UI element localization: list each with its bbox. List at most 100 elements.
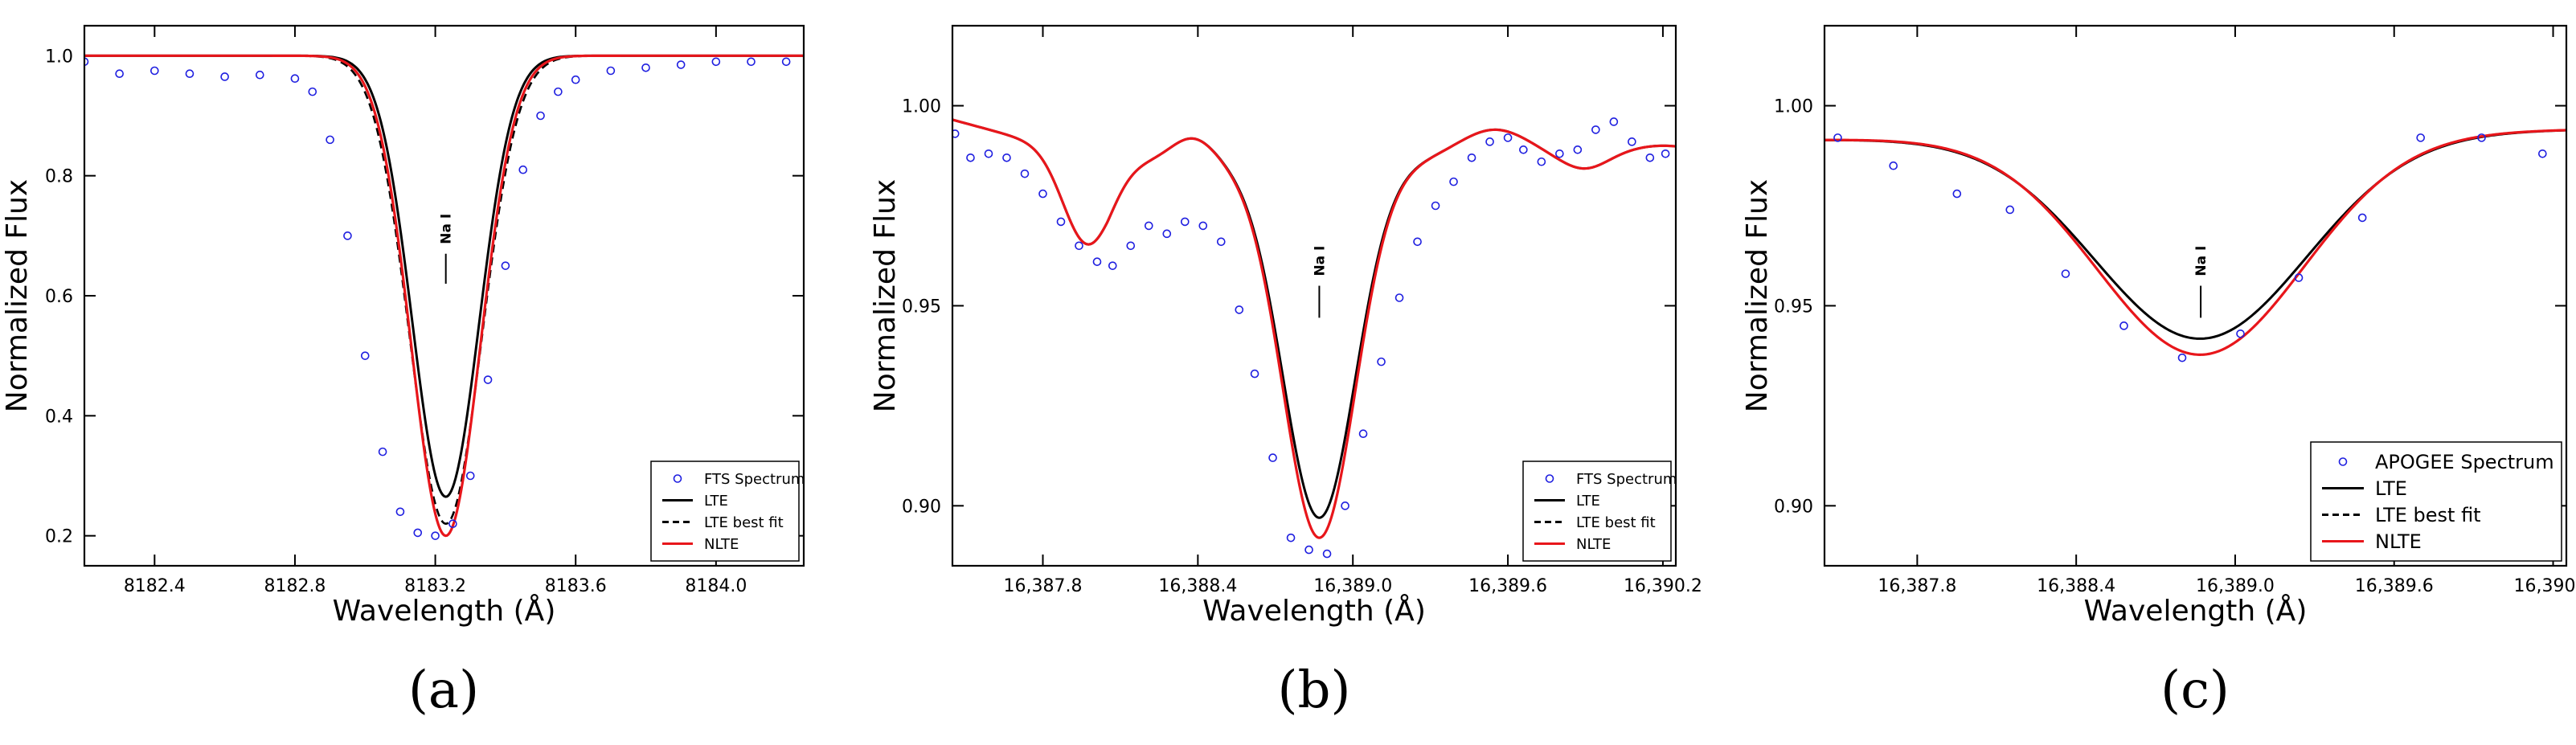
data-point — [536, 111, 545, 121]
data-point — [676, 60, 686, 69]
data-point — [1144, 221, 1153, 231]
y-tick-label: 0.8 — [45, 167, 73, 187]
data-point — [1467, 153, 1476, 162]
x-tick-label: 16,389.6 — [1468, 576, 1547, 596]
series-markers — [84, 57, 791, 540]
legend-label: NLTE — [2375, 530, 2422, 553]
data-point — [1002, 153, 1011, 162]
data-point — [1573, 145, 1583, 154]
series-line-nlte — [952, 118, 1676, 539]
data-point — [431, 531, 440, 540]
y-axis-label: Normalized Flux — [1741, 179, 1774, 412]
legend-label: NLTE — [1576, 536, 1611, 553]
legend-label: LTE — [2375, 477, 2407, 500]
plot-frame — [83, 24, 805, 567]
data-point — [1591, 125, 1600, 134]
x-tick-label: 16,387.8 — [1878, 576, 1956, 596]
data-point — [465, 471, 475, 481]
data-point — [554, 87, 563, 96]
data-point — [1092, 257, 1102, 266]
legend-label: APOGEE Spectrum — [2375, 451, 2554, 473]
data-point — [1609, 117, 1619, 126]
plot-data — [952, 117, 1676, 559]
panel-b-label: (b) — [1278, 661, 1351, 720]
data-point — [2538, 149, 2547, 158]
legend-label: FTS Spectrum — [1576, 471, 1677, 488]
plot-data — [1824, 129, 2566, 362]
data-point — [343, 231, 352, 240]
data-point — [1519, 145, 1528, 154]
data-point — [711, 57, 721, 67]
data-point — [1833, 133, 1842, 142]
x-tick-label: 16,389.0 — [2196, 576, 2275, 596]
series-markers — [952, 117, 1670, 559]
x-axis-label: Wavelength (Å) — [2084, 593, 2308, 628]
y-tick-label: 1.00 — [902, 97, 941, 117]
series-line-nlte — [1824, 129, 2566, 356]
data-point — [378, 447, 387, 456]
series-line-nlte — [84, 54, 804, 538]
data-point — [1341, 501, 1349, 510]
data-point — [501, 261, 510, 270]
data-point — [1661, 149, 1670, 158]
y-tick-label: 0.90 — [902, 497, 941, 517]
data-point — [747, 57, 756, 67]
data-point — [1322, 549, 1332, 559]
plot-frame — [951, 24, 1677, 567]
data-point — [1449, 177, 1458, 186]
data-point — [1216, 237, 1226, 247]
x-tick-label: 16,389.0 — [1313, 576, 1392, 596]
data-point — [966, 153, 975, 162]
data-point — [1889, 161, 1898, 170]
y-tick-label: 1.00 — [1774, 97, 1813, 117]
panel-c-label: (c) — [2160, 661, 2230, 720]
data-point — [781, 57, 791, 67]
y-axis-label: Normalized Flux — [869, 179, 902, 412]
data-point — [2177, 353, 2187, 362]
data-point — [2357, 213, 2367, 223]
data-point — [1485, 137, 1494, 146]
data-point — [2294, 273, 2304, 282]
data-point — [1108, 261, 1117, 270]
data-point — [1075, 241, 1083, 251]
legend-marker-observed — [2338, 457, 2348, 466]
data-point — [1250, 369, 1259, 379]
legend-label: LTE — [1576, 493, 1600, 510]
series-markers — [1833, 133, 2547, 362]
data-point — [2119, 321, 2128, 330]
data-point — [1180, 217, 1190, 227]
y-tick-label: 1.0 — [45, 47, 73, 67]
y-tick-label: 0.6 — [45, 287, 73, 307]
chart-panel-c: 16,387.8 16,388.4 16,389.0 16,389.6 16,390.2… — [1741, 24, 2576, 628]
data-point — [220, 72, 229, 81]
legend-label: NLTE — [704, 536, 739, 553]
chart-panel-b: 16,387.8 16,388.4 16,389.0 16,389.6 16,390.2… — [869, 24, 1702, 628]
data-point — [1555, 149, 1564, 158]
y-tick-label: 0.2 — [45, 527, 73, 547]
data-point — [1304, 545, 1313, 555]
line-marker-label: Na I — [439, 214, 455, 244]
data-point — [255, 70, 264, 80]
legend-label: FTS Spectrum — [704, 471, 805, 488]
data-point — [571, 75, 580, 84]
data-point — [1952, 189, 1962, 199]
x-tick-label: 8183.6 — [545, 576, 607, 596]
legend — [2310, 441, 2562, 562]
chart-panel-a: 8182.4 8182.8 8183.2 8183.6 8184.0 0.2 0.4 0.6 0… — [1, 24, 805, 628]
y-tick-label: 0.95 — [1774, 297, 1813, 317]
x-tick-label: 8183.2 — [404, 576, 466, 596]
data-point — [395, 507, 405, 517]
data-point — [1162, 229, 1172, 239]
data-point — [1413, 237, 1422, 247]
x-tick-label: 16,390.2 — [1624, 576, 1702, 596]
x-tick-label: 16,390.2 — [2514, 576, 2576, 596]
data-point — [1645, 153, 1655, 162]
data-point — [1431, 201, 1440, 211]
data-point — [1286, 533, 1296, 542]
data-point — [2416, 133, 2425, 142]
x-tick-label: 16,388.4 — [2037, 576, 2115, 596]
data-point — [1056, 217, 1066, 227]
data-point — [1503, 133, 1513, 142]
data-point — [641, 63, 650, 72]
